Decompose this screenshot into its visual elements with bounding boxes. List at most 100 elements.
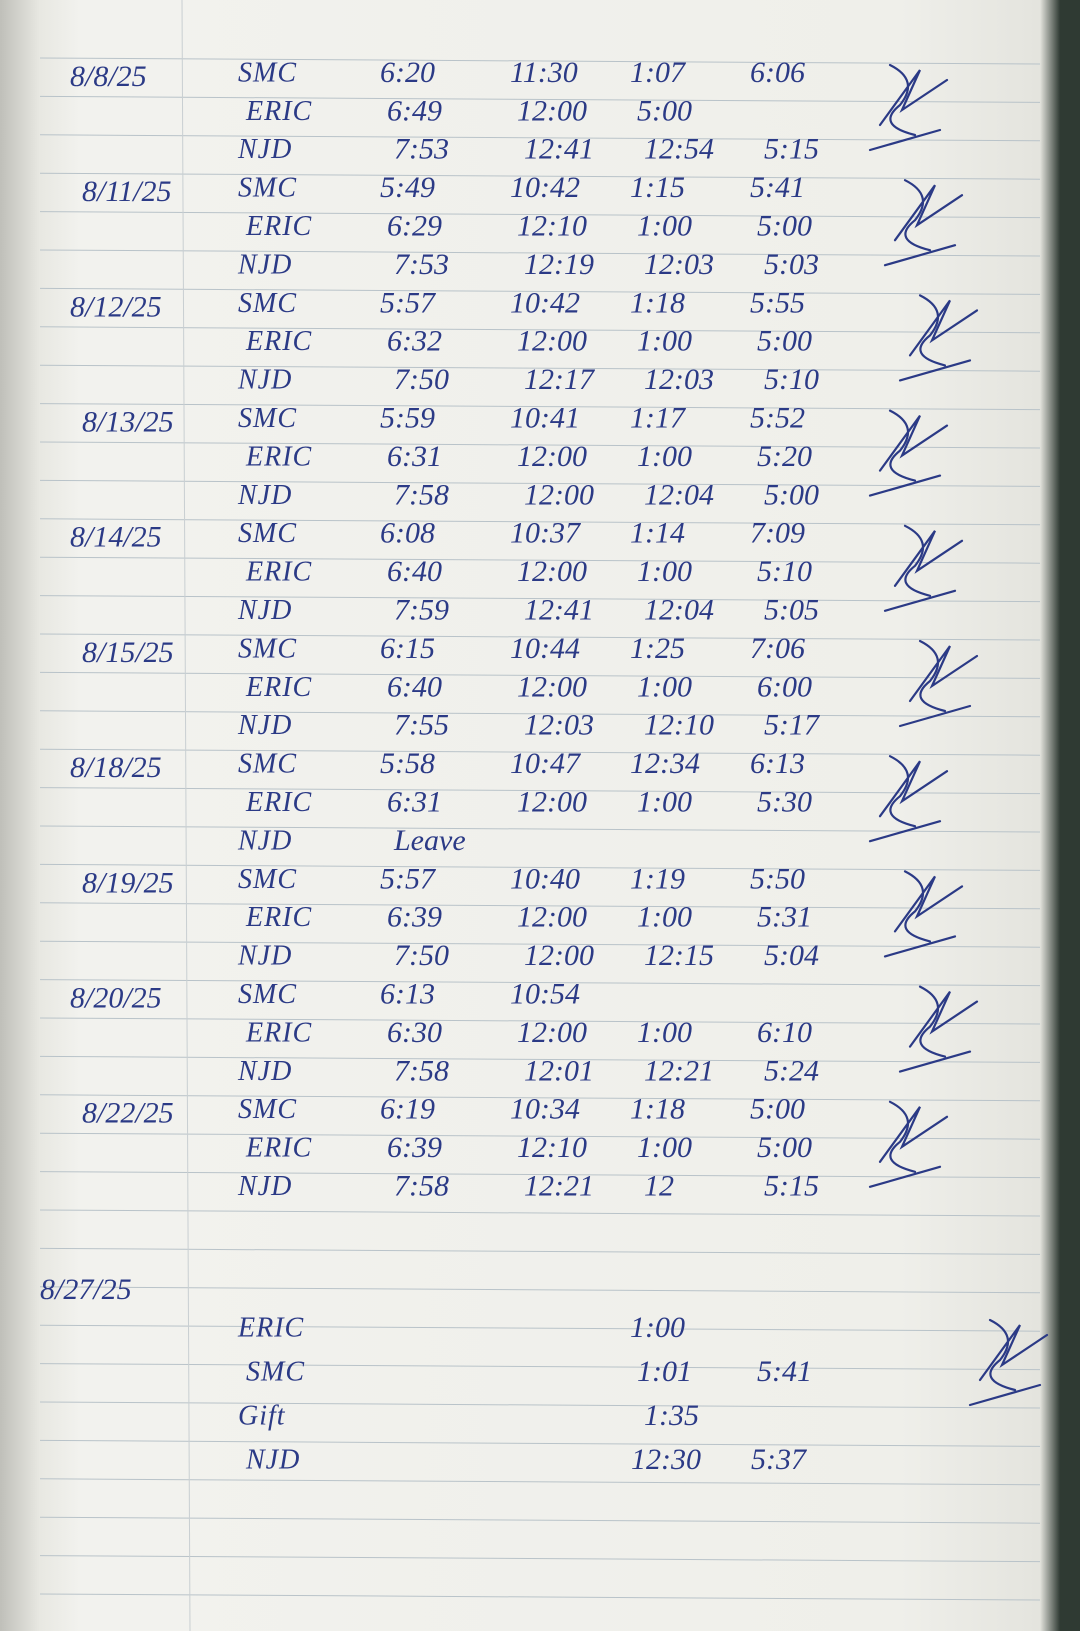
entry-date: 8/18/25 [70,751,162,784]
time-entry: 5:15 [764,133,819,166]
time-entry: 6:30 [387,1016,442,1049]
time-entry: 5:10 [764,363,819,396]
time-entry: 5:57 [380,286,437,319]
ruled-line [39,134,1041,142]
ruled-line [39,595,1041,603]
time-entry: 6:39 [387,1131,442,1164]
time-entry: 1:15 [630,171,685,204]
ruled-line [39,326,1041,334]
time-entry: 10:34 [510,1093,580,1126]
time-entry: 11:30 [510,56,578,89]
time-entry: 12:10 [644,709,714,742]
staff-name: NJD [237,1171,292,1202]
time-entry: 6:49 [387,94,442,127]
staff-name: SMC [238,864,297,895]
time-entry: 12:54 [644,133,714,166]
time-entry: 5:30 [757,785,812,818]
time-entry: 5:59 [380,401,435,434]
time-entry: 1:00 [637,785,692,818]
entry-date: 8/11/25 [82,175,171,208]
staff-name: ERIC [245,902,312,933]
time-entry: 6:40 [387,670,442,703]
ruled-line [39,403,1041,411]
ruled-line [39,1094,1041,1102]
ruled-line [39,172,1041,180]
margin-line [181,0,191,1631]
signature [868,63,949,152]
time-entry: 10:40 [510,862,580,895]
time-entry: 6:40 [387,555,442,588]
time-entry: 5:15 [764,1169,819,1202]
staff-name: SMC [246,1356,305,1387]
ruled-line [39,556,1041,564]
ruled-line [39,979,1041,987]
time-entry: 7:50 [394,363,449,396]
ruled-line [39,364,1041,372]
signature [883,870,964,958]
staff-name: NJD [237,941,292,972]
ruled-line [39,748,1041,756]
staff-name: SMC [238,173,297,204]
staff-name: NJD [237,710,292,741]
ruled-line [39,211,1041,219]
time-entry: 7:53 [394,133,449,166]
ruled-line [39,710,1041,718]
time-entry: 5:00 [750,1093,805,1126]
time-entry: 12:00 [517,94,587,127]
staff-name: SMC [238,633,297,664]
time-entry: 12:21 [644,1054,714,1087]
signature [883,179,964,267]
entry-date: 8/12/25 [70,290,162,323]
ruled-line [39,1401,1041,1409]
time-entry: 5:58 [380,747,435,780]
ruled-line [39,1171,1041,1179]
staff-name: ERIC [245,787,312,818]
staff-name: ERIC [245,326,312,357]
time-entry: 12:00 [517,325,587,358]
time-entry: 1:00 [637,555,692,588]
time-entry: 7:58 [394,1054,449,1087]
staff-name: NJD [237,134,292,165]
time-entry: 6:15 [380,632,435,665]
time-entry: 12:00 [517,901,587,934]
time-entry: 12:03 [644,248,714,281]
time-entry: 5:24 [764,1054,819,1087]
ruled-line [39,1286,1041,1294]
time-entry: 6:13 [750,747,805,780]
time-entry: 6:00 [757,670,812,703]
time-entry: 7:06 [750,632,805,665]
time-entry: 1:00 [637,670,692,703]
time-entry: 12:00 [517,670,587,703]
ruled-line [39,1055,1041,1063]
time-entry: 6:39 [387,901,442,934]
ruled-line [39,1555,1041,1563]
time-entry: 1:00 [637,901,692,934]
time-entry: 12:03 [524,709,594,742]
staff-name: SMC [238,979,297,1010]
staff-name: NJD [237,1056,292,1087]
entry-date: 8/22/25 [82,1097,174,1130]
time-entry: 1:00 [637,1131,692,1164]
time-entry: 10:41 [510,401,580,434]
time-entry: 12:00 [517,785,587,818]
time-entry: 12:17 [524,363,596,396]
time-entry: 5:52 [750,401,805,434]
time-entry: 5:41 [757,1355,812,1388]
time-entry: 1:18 [630,286,685,319]
time-entry: 12:10 [517,1131,587,1164]
time-entry: 12:04 [644,478,714,511]
time-entry: 5:20 [757,440,812,473]
ruled-line [39,825,1041,833]
time-entry: 7:55 [394,709,449,742]
time-entry: 5:50 [750,862,805,895]
time-entry: 1:18 [630,1093,685,1126]
time-entry: 12:00 [524,939,594,972]
time-entry: Leave [393,824,466,857]
staff-name: Gift [238,1400,286,1431]
time-entry: 12:10 [517,209,587,242]
ruled-line [39,1478,1041,1486]
staff-name: ERIC [245,1133,312,1164]
signature [898,294,979,382]
time-entry: 6:29 [387,209,442,242]
ruled-line [39,249,1041,257]
